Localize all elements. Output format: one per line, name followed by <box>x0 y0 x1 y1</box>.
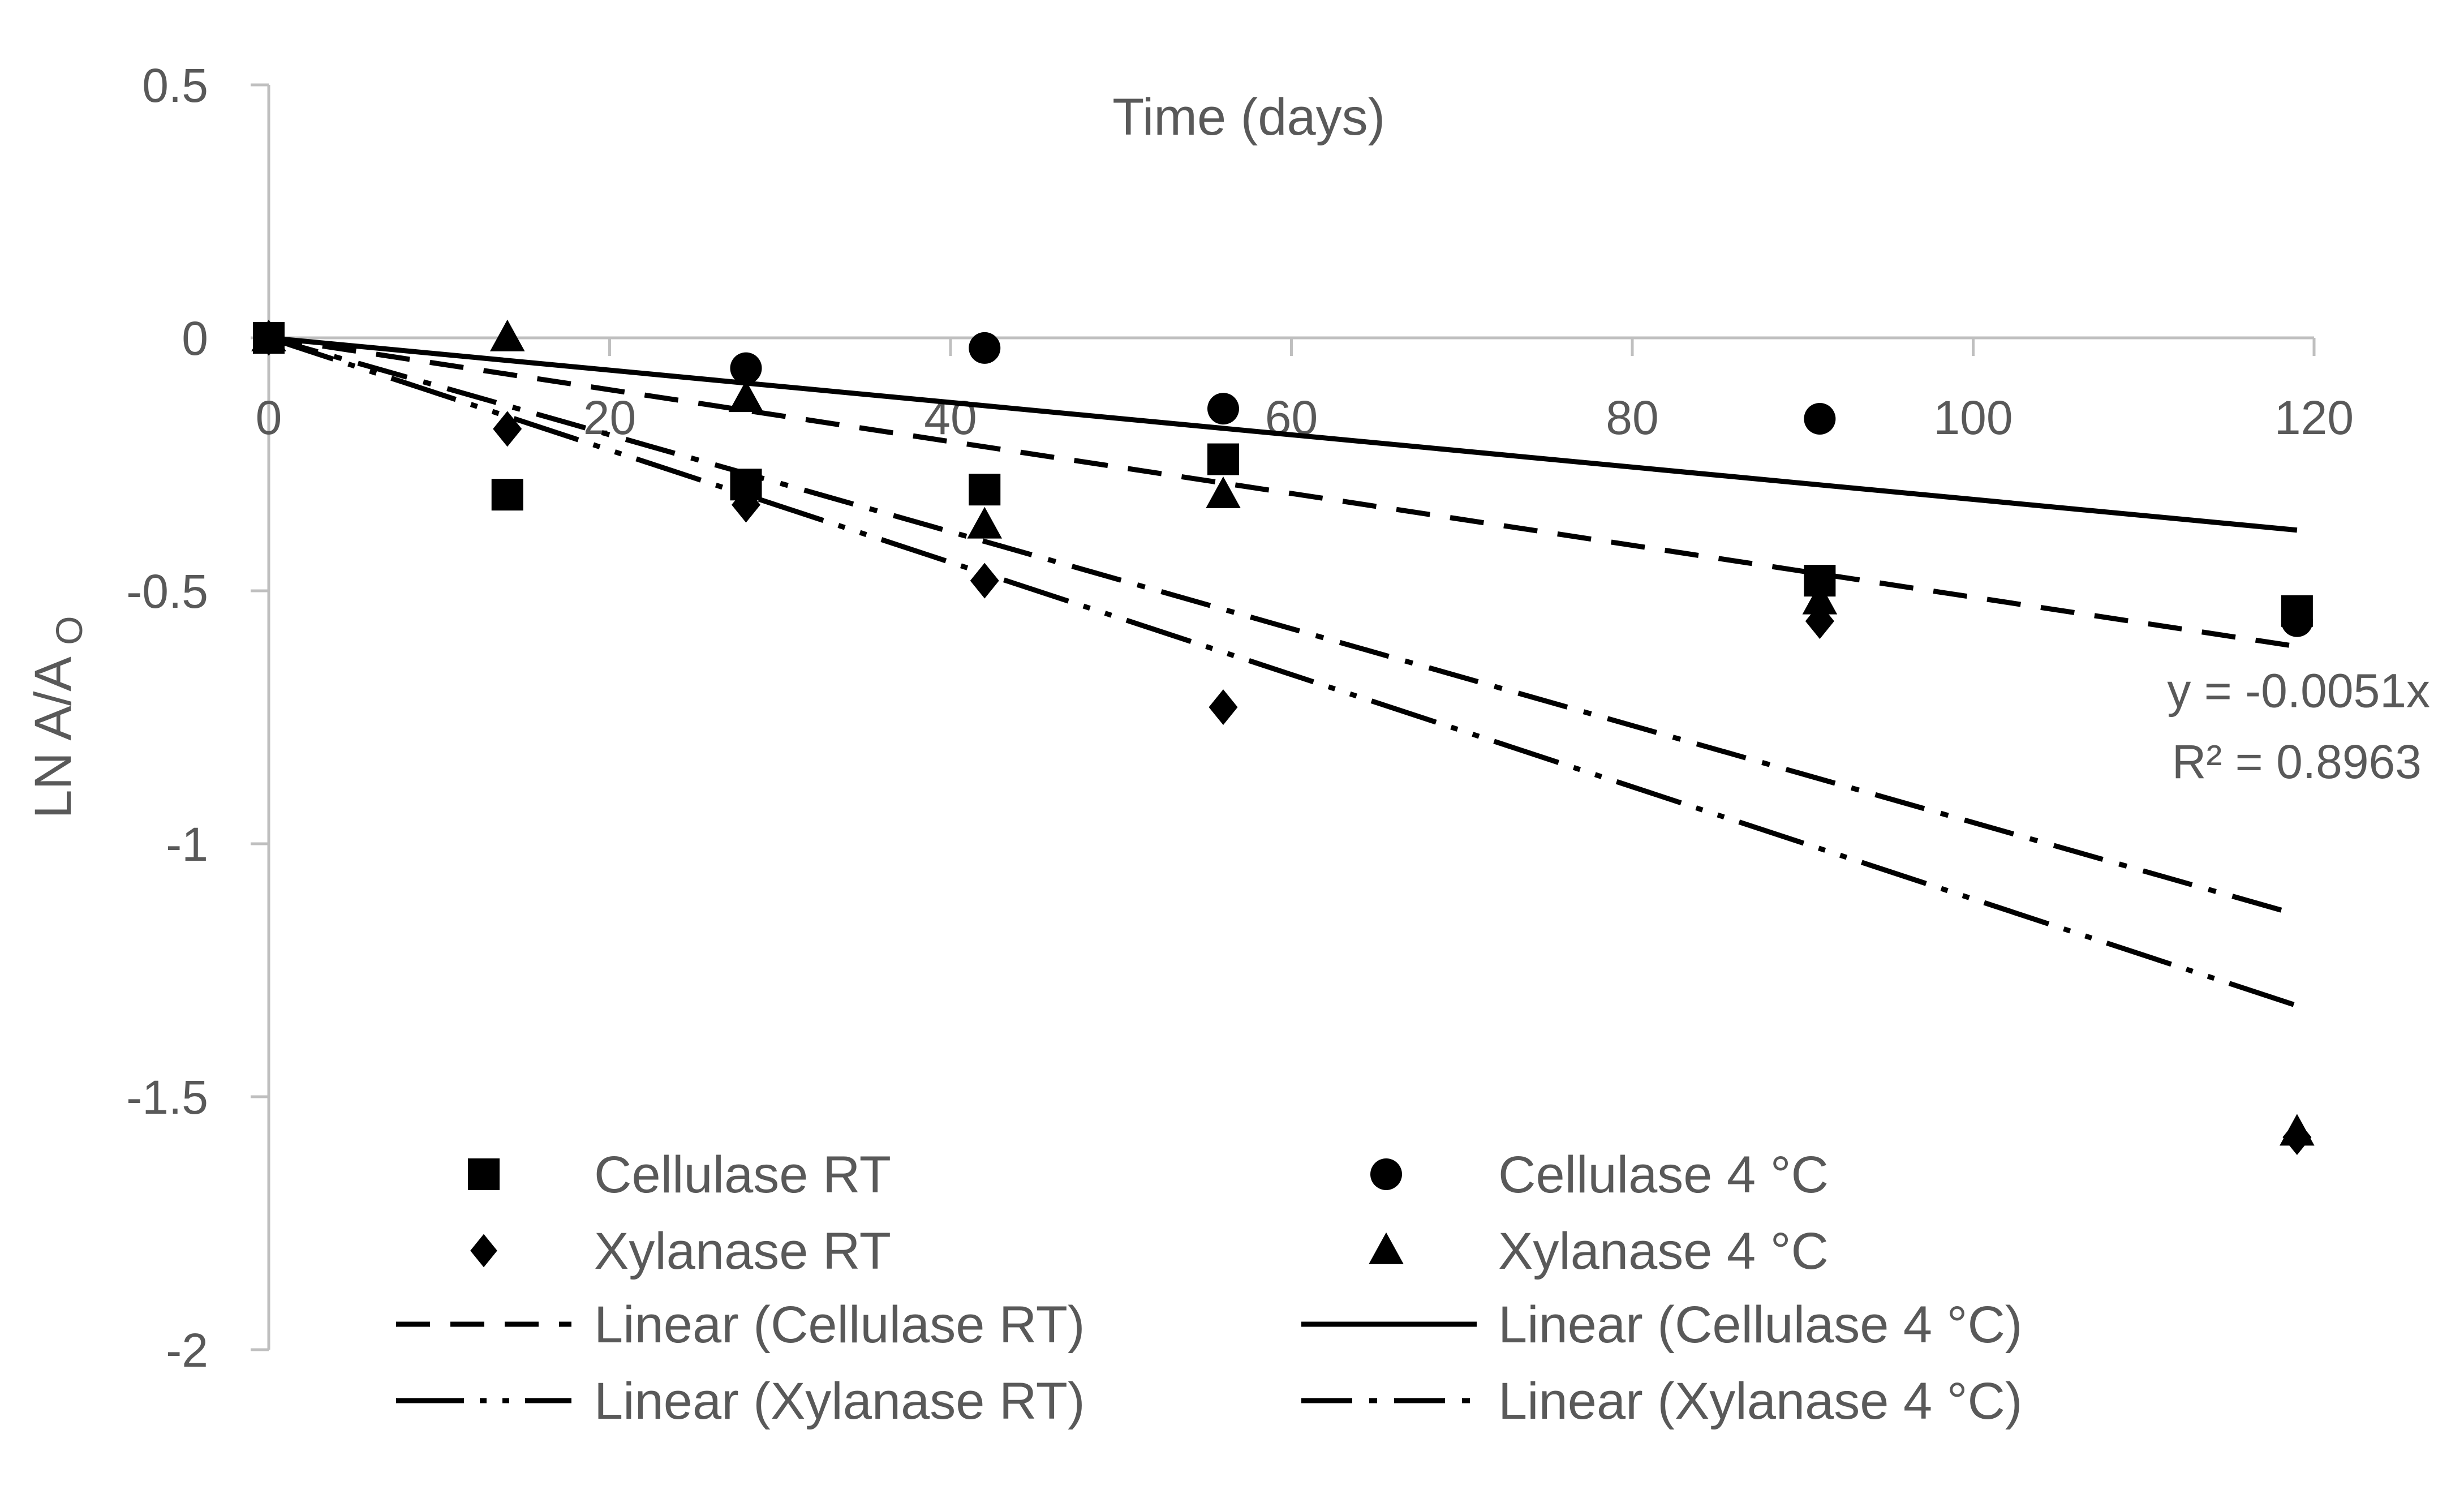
point-cellulase-4-c <box>2281 605 2313 637</box>
legend-label: Xylanase RT <box>594 1222 891 1280</box>
legend-label: Linear (Xylanase 4 °C) <box>1498 1372 2023 1430</box>
legend-label: Linear (Cellulase RT) <box>594 1296 1085 1354</box>
point-cellulase-4-c <box>730 352 762 384</box>
y-axis-title-subscript: O <box>48 616 90 645</box>
x-tick-label: 100 <box>1933 391 2013 444</box>
point-cellulase-rt <box>491 479 523 511</box>
trendline-linear-cellulase-rt <box>268 335 2298 649</box>
y-tick-label: -0.5 <box>126 565 208 618</box>
legend-label: Linear (Cellulase 4 °C) <box>1498 1296 2023 1354</box>
legend-marker-cellulase-rt <box>468 1158 500 1190</box>
y-tick-label: -1.5 <box>126 1071 208 1124</box>
x-tick-label: 20 <box>583 391 636 444</box>
legend-label: Cellulase 4 °C <box>1498 1146 1829 1204</box>
legend-label: Cellulase RT <box>594 1146 891 1204</box>
point-xylanase-4-c <box>728 380 764 413</box>
trendline-r-squared: R² = 0.8963 <box>2172 735 2422 788</box>
legend: Cellulase RT Cellulase 4 °C Xylanase RT Xyl… <box>396 1146 2023 1430</box>
y-axis-title: LN A/A O <box>24 616 90 818</box>
x-axis-title: Time (days) <box>1112 88 1385 146</box>
y-tick-label: 0 <box>182 312 208 365</box>
point-xylanase-rt <box>1209 689 1238 725</box>
point-xylanase-rt <box>493 411 522 447</box>
point-cellulase-4-c <box>1207 393 1239 425</box>
trendline-equation: y = -0.0051x <box>2167 664 2430 718</box>
point-cellulase-rt <box>1207 443 1239 475</box>
point-xylanase-rt <box>732 487 760 523</box>
y-axis-title-main: LN A/A <box>24 656 82 819</box>
chart-text: Time (days) LN A/A O y = -0.0051x R² = 0… <box>24 88 2430 819</box>
trendline-linear-xylanase-rt <box>268 335 2298 1008</box>
x-tick-label: 120 <box>2274 391 2354 444</box>
legend-label: Xylanase 4 °C <box>1498 1222 1829 1280</box>
point-xylanase-rt <box>970 563 999 599</box>
point-cellulase-rt <box>969 474 1001 506</box>
legend-label: Linear (Xylanase RT) <box>594 1372 1085 1430</box>
y-tick-label: -2 <box>166 1324 208 1377</box>
point-xylanase-4-c <box>489 319 525 351</box>
point-cellulase-4-c <box>969 332 1001 364</box>
x-tick-label: 80 <box>1606 391 1658 444</box>
point-xylanase-4-c <box>251 319 286 351</box>
x-tick-label: 0 <box>256 391 282 444</box>
legend-marker-cellulase-4-c <box>1370 1158 1402 1190</box>
point-xylanase-4-c <box>967 506 1003 539</box>
trendline-linear-xylanase-4-c <box>268 335 2298 917</box>
legend-marker-xylanase-rt <box>470 1234 497 1268</box>
y-tick-label: -1 <box>166 818 208 871</box>
point-xylanase-4-c <box>1206 476 1241 508</box>
legend-marker-xylanase-4-c <box>1369 1232 1404 1264</box>
axes: 0.50-0.5-1-1.5-20 20 40 60 80 100 120 <box>126 59 2354 1377</box>
point-xylanase-4-c <box>2280 1114 2315 1146</box>
point-cellulase-4-c <box>1804 403 1836 435</box>
trendline-linear-cellulase-4-c <box>268 335 2298 533</box>
point-xylanase-4-c <box>1802 582 1838 615</box>
trendlines <box>268 335 2298 1008</box>
data-points <box>251 319 2315 1156</box>
y-tick-label: 0.5 <box>142 59 208 112</box>
